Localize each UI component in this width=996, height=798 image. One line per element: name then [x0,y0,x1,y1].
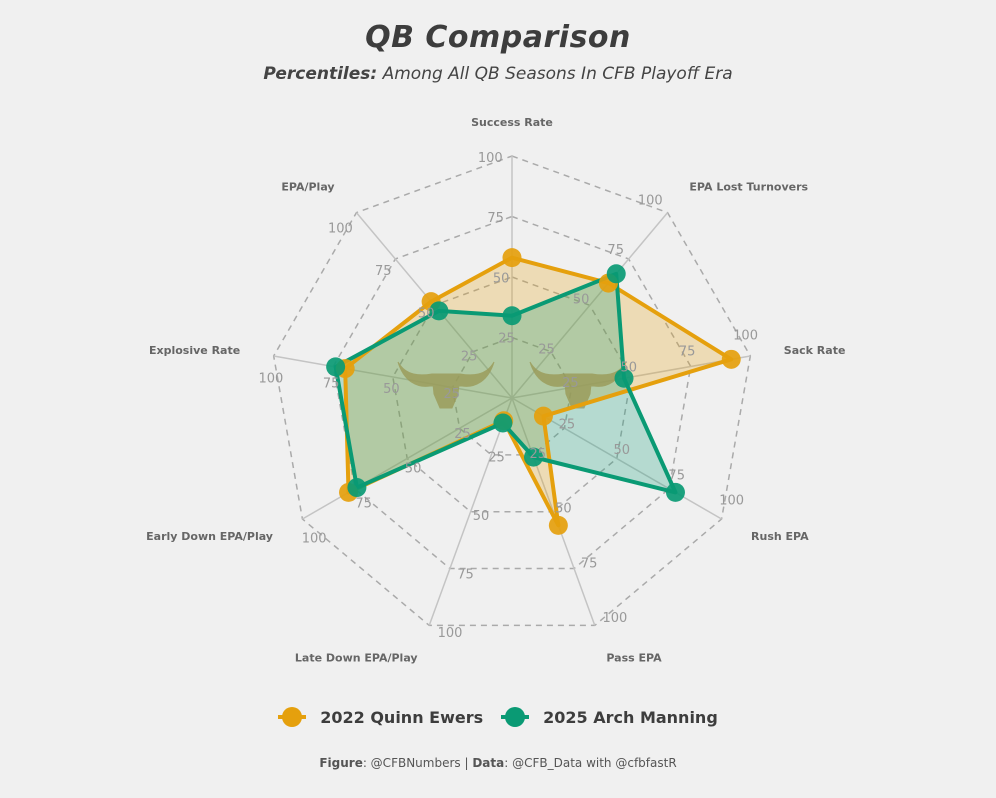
legend-item-ewers: 2022 Quinn Ewers [278,706,483,728]
longhorn-logo-left [397,361,495,409]
tick-label-7-25: 25 [443,387,460,402]
data-point-ewers-2 [721,349,741,369]
tick-label-2-25: 25 [562,376,579,391]
data-point-manning-6 [347,478,367,498]
tick-label-6-50: 50 [405,462,422,477]
data-point-manning-2 [614,368,634,388]
tick-label-6-25: 25 [454,427,471,442]
tick-label-2-50: 50 [621,360,638,375]
tick-label-4-75: 75 [581,556,598,571]
tick-label-8-25: 25 [461,349,478,364]
longhorn-logo-right [529,361,627,409]
data-point-manning-1 [606,264,626,284]
axis-label-3: Rush EPA [751,530,809,543]
tick-label-6-100: 100 [302,531,327,546]
spoke-5 [428,397,513,626]
spoke-7 [273,355,513,399]
tick-label-7-50: 50 [383,382,400,397]
tick-label-0-25: 25 [498,332,515,347]
tick-label-8-75: 75 [375,264,392,279]
tick-label-7-75: 75 [323,377,340,392]
longhorn-logo-right-head [563,373,593,409]
axis-label-7: Explosive Rate [149,344,240,357]
tick-label-5-25: 25 [488,450,505,465]
data-point-manning-0 [502,306,522,326]
tick-label-0-50: 50 [493,271,510,286]
footer-figure-value: : @CFBNumbers | [362,756,473,770]
tick-label-4-50: 50 [555,502,572,517]
gridline-25 [451,336,573,456]
axis-label-8: EPA/Play [281,181,334,194]
tick-label-8-50: 50 [418,307,435,322]
series-fill-manning [335,273,676,493]
legend-label-manning: 2025 Arch Manning [543,707,718,727]
legend: 2022 Quinn Ewers 2025 Arch Manning [0,706,996,728]
tick-label-3-100: 100 [719,494,744,509]
tick-label-1-50: 50 [573,293,590,308]
grid-group [272,155,752,627]
longhorn-logo-left-head [431,373,461,409]
footer: Figure: @CFBNumbers | Data: @CFB_Data wi… [0,756,996,770]
tick-label-1-25: 25 [538,342,555,357]
axis-label-2: Sack Rate [784,344,846,357]
tick-label-5-100: 100 [438,626,463,641]
tick-label-0-100: 100 [478,151,503,166]
tick-label-3-25: 25 [559,417,576,432]
spoke-6 [302,397,513,520]
axis-label-1: EPA Lost Turnovers [689,181,808,194]
legend-item-manning: 2025 Arch Manning [501,706,718,728]
footer-figure-label: Figure [319,756,363,770]
subtitle-rest: Among All QB Seasons In CFB Playoff Era [382,64,733,84]
tick-label-0-75: 75 [487,211,504,226]
spoke-1 [511,212,669,399]
footer-data-value: : @CFB_Data with @cfbfastR [504,756,677,770]
axis-label-0: Success Rate [471,116,553,129]
subtitle-bold: Percentiles: [263,64,378,84]
series-line-ewers [343,255,734,528]
tick-label-2-75: 75 [679,345,696,360]
footer-data-label: Data [472,756,505,770]
chart-title: QB Comparison [365,20,631,55]
tick-label-6-75: 75 [355,497,372,512]
axis-label-4: Pass EPA [606,651,662,664]
series-fill-ewers [345,257,732,526]
tick-label-1-100: 100 [638,193,663,208]
tick-label-3-75: 75 [668,468,685,483]
data-point-ewers-3 [533,406,553,426]
tick-label-3-50: 50 [614,443,631,458]
chart-subtitle: Percentiles: Among All QB Seasons In CFB… [0,64,996,84]
tick-label-7-100: 100 [258,372,283,387]
tick-label-4-25: 25 [529,447,546,462]
data-point-ewers-0 [502,248,522,268]
tick-label-4-100: 100 [602,611,627,626]
axis-label-5: Late Down EPA/Play [295,651,418,664]
legend-swatch-ewers [278,706,307,728]
tick-label-1-75: 75 [607,243,624,258]
data-point-manning-3 [665,482,685,502]
data-point-ewers-4 [548,515,568,535]
tick-label-2-100: 100 [733,329,758,344]
tick-label-5-50: 50 [473,509,490,524]
data-point-manning-8 [429,301,449,321]
axis-label-6: Early Down EPA/Play [146,530,273,543]
data-point-manning-4 [524,447,544,467]
legend-swatch-manning [501,706,530,728]
tick-label-5-75: 75 [457,567,474,582]
gridline-50 [392,276,632,513]
series-line-manning [333,271,678,495]
data-point-manning-5 [493,413,513,433]
tick-label-8-100: 100 [328,221,353,236]
data-point-manning-7 [326,357,346,377]
legend-label-ewers: 2022 Quinn Ewers [320,707,484,727]
